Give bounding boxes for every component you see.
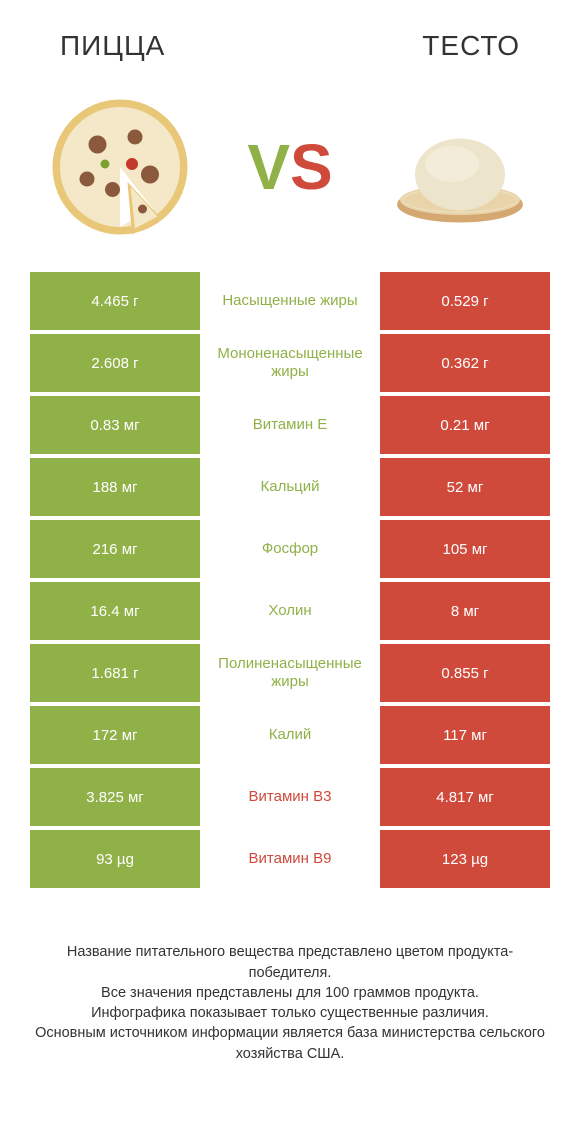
table-row: 1.681 гПолиненасыщенные жиры0.855 г	[30, 644, 550, 702]
cell-nutrient-name: Витамин E	[200, 396, 380, 454]
table-row: 216 мгФосфор105 мг	[30, 520, 550, 578]
cell-left-value: 1.681 г	[30, 644, 200, 702]
table-row: 0.83 мгВитамин E0.21 мг	[30, 396, 550, 454]
cell-left-value: 4.465 г	[30, 272, 200, 330]
cell-right-value: 0.855 г	[380, 644, 550, 702]
title-left: ПИЦЦА	[60, 30, 165, 62]
cell-left-value: 3.825 мг	[30, 768, 200, 826]
cell-right-value: 105 мг	[380, 520, 550, 578]
cell-left-value: 0.83 мг	[30, 396, 200, 454]
table-row: 93 µgВитамин B9123 µg	[30, 830, 550, 888]
vs-s: S	[290, 131, 333, 203]
cell-right-value: 0.21 мг	[380, 396, 550, 454]
vs-row: VS	[0, 72, 580, 272]
title-right: ТЕСТО	[422, 30, 520, 62]
vs-v: V	[247, 131, 290, 203]
cell-right-value: 117 мг	[380, 706, 550, 764]
cell-right-value: 123 µg	[380, 830, 550, 888]
footer-line: Название питательного вещества представл…	[30, 942, 550, 983]
table-row: 2.608 гМононенасыщенные жиры0.362 г	[30, 334, 550, 392]
cell-left-value: 93 µg	[30, 830, 200, 888]
cell-nutrient-name: Калий	[200, 706, 380, 764]
cell-nutrient-name: Витамин B3	[200, 768, 380, 826]
cell-nutrient-name: Мононенасыщенные жиры	[200, 334, 380, 392]
cell-nutrient-name: Полиненасыщенные жиры	[200, 644, 380, 702]
cell-right-value: 8 мг	[380, 582, 550, 640]
cell-right-value: 0.529 г	[380, 272, 550, 330]
cell-left-value: 16.4 мг	[30, 582, 200, 640]
table-row: 16.4 мгХолин8 мг	[30, 582, 550, 640]
cell-right-value: 4.817 мг	[380, 768, 550, 826]
table-row: 4.465 гНасыщенные жиры0.529 г	[30, 272, 550, 330]
table-row: 172 мгКалий117 мг	[30, 706, 550, 764]
cell-nutrient-name: Кальций	[200, 458, 380, 516]
cell-left-value: 2.608 г	[30, 334, 200, 392]
cell-left-value: 172 мг	[30, 706, 200, 764]
vs-label: VS	[247, 130, 332, 204]
cell-nutrient-name: Холин	[200, 582, 380, 640]
footer-line: Инфографика показывает только существенн…	[30, 1003, 550, 1023]
footer-note: Название питательного вещества представл…	[30, 942, 550, 1064]
cell-nutrient-name: Насыщенные жиры	[200, 272, 380, 330]
cell-left-value: 188 мг	[30, 458, 200, 516]
footer-line: Все значения представлены для 100 граммо…	[30, 983, 550, 1003]
cell-right-value: 52 мг	[380, 458, 550, 516]
cell-nutrient-name: Витамин B9	[200, 830, 380, 888]
dough-icon	[380, 87, 540, 247]
comparison-table: 4.465 гНасыщенные жиры0.529 г2.608 гМоно…	[0, 272, 580, 888]
table-row: 188 мгКальций52 мг	[30, 458, 550, 516]
cell-left-value: 216 мг	[30, 520, 200, 578]
cell-nutrient-name: Фосфор	[200, 520, 380, 578]
footer-line: Основным источником информации является …	[30, 1023, 550, 1064]
pizza-icon	[40, 87, 200, 247]
table-row: 3.825 мгВитамин B34.817 мг	[30, 768, 550, 826]
cell-right-value: 0.362 г	[380, 334, 550, 392]
header: ПИЦЦА ТЕСТО	[0, 0, 580, 72]
